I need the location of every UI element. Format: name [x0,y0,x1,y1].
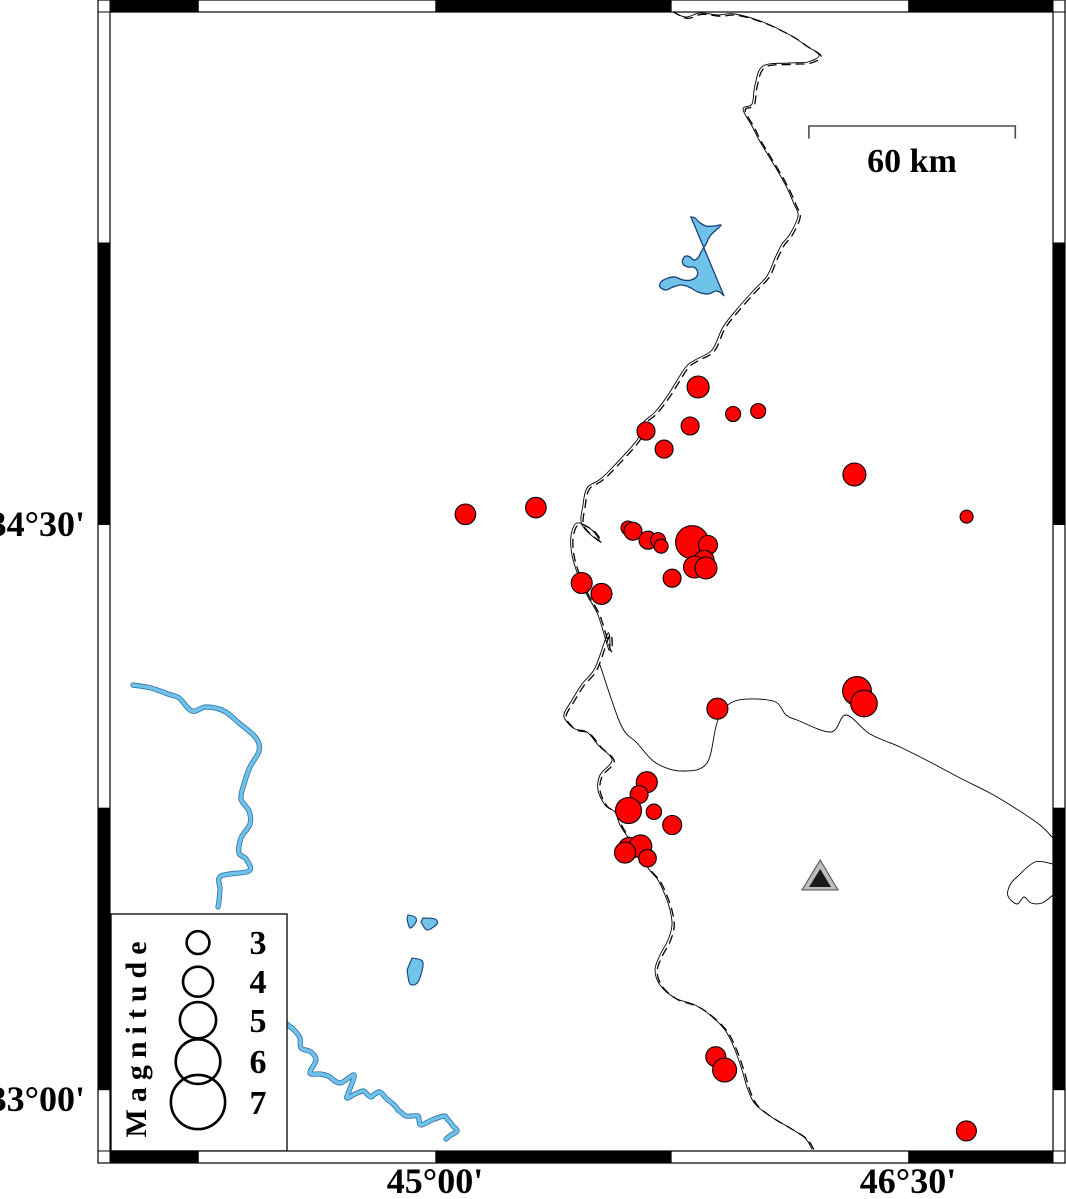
svg-text:46°30': 46°30' [860,1161,956,1199]
svg-text:45°00': 45°00' [387,1161,483,1199]
svg-text:7: 7 [250,1085,267,1122]
svg-text:33°00': 33°00' [0,1079,85,1119]
svg-text:Magnitude: Magnitude [120,934,153,1137]
svg-text:6: 6 [250,1044,267,1081]
svg-text:60 km: 60 km [867,143,957,180]
svg-text:3: 3 [250,925,267,962]
svg-text:5: 5 [250,1003,267,1040]
svg-text:34°30': 34°30' [0,504,85,544]
svg-text:4: 4 [250,964,267,1001]
